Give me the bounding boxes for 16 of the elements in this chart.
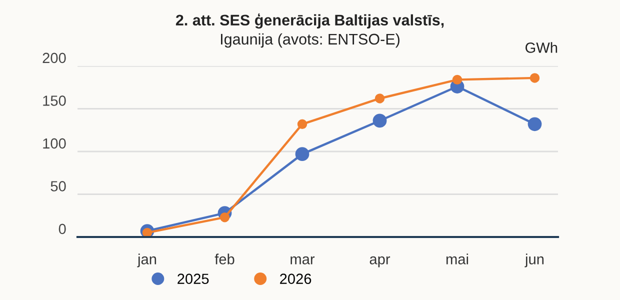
chart-title: 2. att. SES ģenerācija Baltijas valstīs, — [176, 13, 444, 29]
x-tick-label: feb — [214, 254, 234, 264]
x-tick-label: apr — [370, 256, 390, 268]
y-tick-label: 50 — [50, 181, 66, 192]
y-tick-label: 0 — [58, 224, 66, 234]
y-tick-label: 200 — [42, 52, 66, 64]
y-axis-title: GWh — [526, 42, 558, 53]
x-tick-label: jun — [524, 254, 544, 268]
legend-label: 2026 — [280, 274, 312, 284]
legend-label: 2025 — [178, 274, 209, 284]
x-tick-label: mai — [446, 254, 468, 264]
x-tick-label: mar — [290, 256, 315, 264]
x-tick-label: jan — [137, 254, 156, 268]
y-tick-label: 100 — [43, 138, 66, 149]
chart-subtitle: Igaunija (avots: ENTSO-E) — [220, 33, 400, 48]
y-tick-label: 150 — [43, 96, 66, 106]
